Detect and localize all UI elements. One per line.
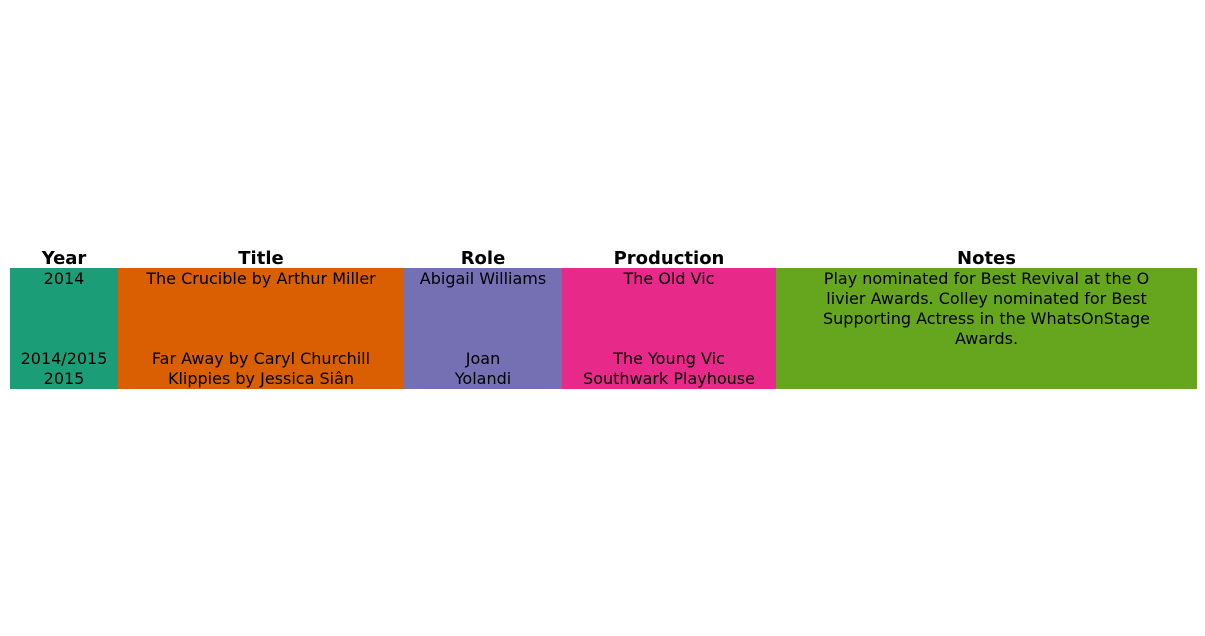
- cell-notes-row-1-line-1: Play nominated for Best Revival at the O: [824, 269, 1149, 288]
- cell-role-row-3: Yolandi: [454, 369, 511, 388]
- cell-production-row-1: The Old Vic: [623, 269, 715, 288]
- column-header-year: Year: [41, 248, 87, 269]
- cell-notes-row-1-line-3: Supporting Actress in the WhatsOnStage: [823, 309, 1150, 328]
- column-header-role: Role: [461, 248, 506, 269]
- column-header-title: Title: [238, 248, 283, 269]
- cell-title-row-3: Klippies by Jessica Siân: [168, 369, 354, 388]
- column-bg-title: [118, 268, 404, 389]
- cell-title-row-1: The Crucible by Arthur Miller: [145, 269, 376, 288]
- cell-production-row-3: Southwark Playhouse: [583, 369, 755, 388]
- cell-year-row-2: 2014/2015: [21, 349, 108, 368]
- cell-role-row-1: Abigail Williams: [420, 269, 546, 288]
- column-header-notes: Notes: [957, 248, 1016, 269]
- cell-production-row-2: The Young Vic: [612, 349, 725, 368]
- cell-year-row-3: 2015: [44, 369, 85, 388]
- cell-role-row-2: Joan: [465, 349, 500, 368]
- cell-year-row-1: 2014: [44, 269, 85, 288]
- cell-notes-row-1-line-4: Awards.: [955, 329, 1018, 348]
- column-bg-production: [562, 268, 776, 389]
- column-bg-notes: [776, 268, 1197, 389]
- column-bg-year: [10, 268, 118, 389]
- column-backgrounds: [10, 268, 1197, 389]
- column-headers: Year Title Role Production Notes: [41, 248, 1016, 269]
- cell-title-row-2: Far Away by Caryl Churchill: [152, 349, 370, 368]
- cell-notes-row-1-line-2: livier Awards. Colley nominated for Best: [826, 289, 1147, 308]
- column-bg-role: [404, 268, 562, 389]
- column-header-production: Production: [614, 248, 725, 269]
